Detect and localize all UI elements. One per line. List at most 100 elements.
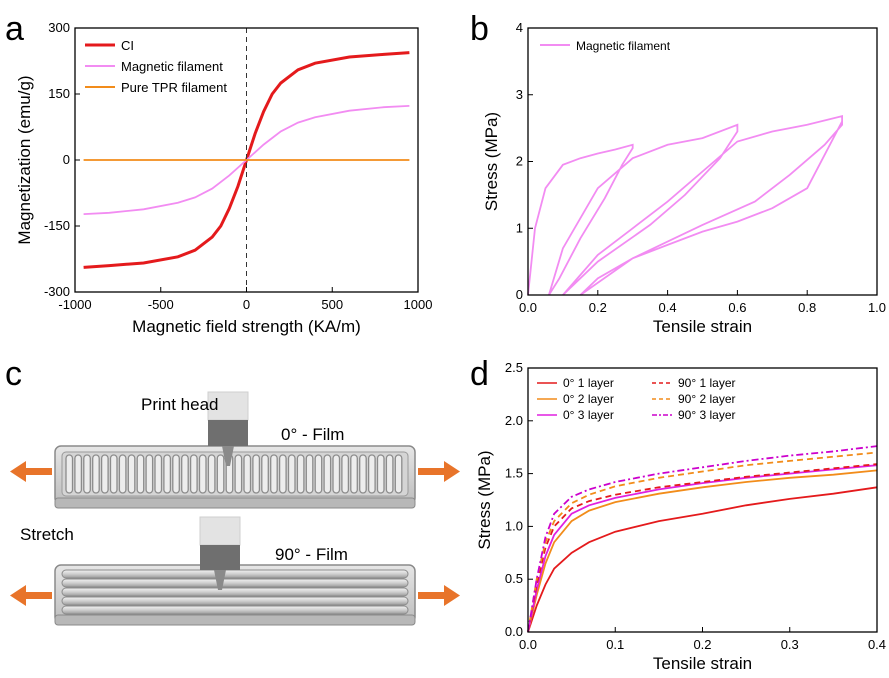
- x-tick-label: 500: [321, 297, 343, 312]
- y-tick-label: 0: [63, 152, 70, 167]
- y-tick-label: 0.0: [505, 624, 523, 639]
- arrow-right-top: [418, 461, 460, 482]
- label-0-film: 0° - Film: [281, 425, 344, 444]
- y-tick-label: 4: [516, 20, 523, 35]
- y-tick-label: 0.5: [505, 571, 523, 586]
- filament-loop: [261, 454, 269, 494]
- y-tick-label: 1.0: [505, 518, 523, 533]
- y-tick-label: -150: [44, 218, 70, 233]
- filament-loop: [136, 454, 145, 494]
- x-tick-label: -1000: [58, 297, 91, 312]
- y-tick-label: 0: [516, 287, 523, 302]
- filament-rod: [61, 596, 409, 606]
- y-tick-label: -300: [44, 284, 70, 299]
- filament-loop: [74, 454, 83, 494]
- x-axis-title: Tensile strain: [653, 317, 752, 336]
- series-line-d-5: [527, 445, 878, 633]
- print-head-bottom: [199, 516, 241, 590]
- filament-loop: [181, 454, 189, 494]
- filament-loop: [65, 454, 74, 494]
- x-tick-label: 0.4: [868, 637, 886, 652]
- x-tick-label: 0.6: [728, 300, 746, 315]
- series-line-d-2: [527, 464, 878, 633]
- filament-loop: [207, 454, 216, 494]
- filament-loop: [367, 454, 376, 494]
- filament-loop: [198, 454, 207, 494]
- legend-label: Magnetic filament: [121, 59, 223, 74]
- filament-loop: [83, 454, 91, 494]
- x-tick-label: 0.0: [519, 300, 537, 315]
- filament-loop: [100, 454, 109, 494]
- y-tick-label: 1.5: [505, 466, 523, 481]
- filament-loop: [172, 454, 180, 494]
- y-axis-title: Stress (MPa): [475, 450, 494, 549]
- y-tick-label: 2.0: [505, 413, 523, 428]
- filament-loop: [234, 454, 243, 494]
- label-stretch: Stretch: [20, 525, 74, 544]
- film-90-deg: [54, 564, 416, 626]
- legend-label: 0° 1 layer: [563, 376, 614, 390]
- x-tick-label: 0.4: [659, 300, 677, 315]
- filament-loop: [296, 454, 305, 494]
- filament-loop: [216, 454, 225, 494]
- filament-loop: [278, 454, 287, 494]
- panel-c-illustration: Print head 0° - Film Stretch 90° - Film: [10, 391, 460, 626]
- x-tick-label: 0.2: [693, 637, 711, 652]
- y-tick-label: 1: [516, 220, 523, 235]
- panel-d-letter: d: [470, 355, 489, 393]
- filament-loop: [287, 454, 296, 494]
- filament-loop: [270, 454, 278, 494]
- chart-b: 0.0 0.2 0.4 0.6 0.8 1.0 0 1 2 3 4 Tensile strain Str…: [482, 20, 886, 336]
- print-head-top: [207, 391, 249, 466]
- x-tick-label: -500: [148, 297, 174, 312]
- filament-loop: [163, 454, 172, 494]
- legend-label: Magnetic filament: [576, 39, 671, 53]
- y-tick-label: 2: [516, 154, 523, 169]
- filament-loop: [385, 454, 394, 494]
- legend-label: Pure TPR filament: [121, 80, 227, 95]
- y-tick-label: 3: [516, 87, 523, 102]
- panel-c-letter: c: [5, 355, 22, 393]
- filament-loop: [145, 454, 154, 494]
- filament-loop: [341, 454, 350, 494]
- y-tick-label: 300: [48, 20, 70, 35]
- series-line-d-4: [527, 451, 878, 633]
- x-tick-label: 0.8: [798, 300, 816, 315]
- filament-rod: [61, 578, 409, 588]
- filament-loop: [332, 454, 341, 494]
- series-line-d-0: [527, 486, 878, 633]
- filament-rod: [61, 569, 409, 579]
- filament-loop: [323, 454, 332, 494]
- series-line-d-3: [527, 463, 878, 633]
- filament-loop: [252, 454, 261, 494]
- legend-label: 90° 1 layer: [678, 376, 736, 390]
- filament-loop: [154, 454, 163, 494]
- filament-rod: [61, 605, 409, 615]
- chart-d: 0.0 0.1 0.2 0.3 0.4 0.0 0.5 1.0 1.5 2.0 2.5 Tensile…: [475, 360, 886, 673]
- y-axis-title: Stress (MPa): [482, 112, 501, 211]
- y-tick-label: 150: [48, 86, 70, 101]
- y-axis-title: Magnetization (emu/g): [15, 75, 34, 244]
- film-0-deg: [54, 445, 416, 509]
- x-tick-label: 0.3: [781, 637, 799, 652]
- legend-label: CI: [121, 38, 134, 53]
- legend-label: 0° 2 layer: [563, 392, 614, 406]
- legend-label: 90° 2 layer: [678, 392, 736, 406]
- legend-label: 0° 3 layer: [563, 408, 614, 422]
- x-tick-label: 0.0: [519, 637, 537, 652]
- x-tick-label: 0.1: [606, 637, 624, 652]
- x-tick-label: 1000: [404, 297, 433, 312]
- arrow-left-bottom: [10, 585, 52, 606]
- arrow-left-top: [10, 461, 52, 482]
- filament-loop: [92, 454, 100, 494]
- filament-loop: [394, 454, 403, 494]
- label-90-film: 90° - Film: [275, 545, 348, 564]
- filament-loop: [376, 454, 385, 494]
- filament-loop: [109, 454, 118, 494]
- filament-loop: [243, 454, 252, 494]
- panel-b-letter: b: [470, 10, 489, 48]
- filament-loop: [314, 454, 323, 494]
- x-axis-title: Magnetic field strength (KA/m): [132, 317, 361, 336]
